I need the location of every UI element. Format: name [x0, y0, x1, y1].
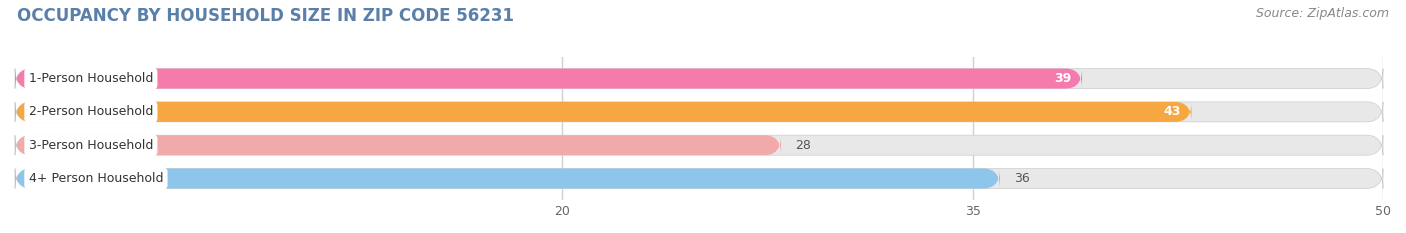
- Text: OCCUPANCY BY HOUSEHOLD SIZE IN ZIP CODE 56231: OCCUPANCY BY HOUSEHOLD SIZE IN ZIP CODE …: [17, 7, 513, 25]
- FancyBboxPatch shape: [15, 69, 1384, 89]
- Text: 1-Person Household: 1-Person Household: [28, 72, 153, 85]
- Text: 4+ Person Household: 4+ Person Household: [28, 172, 163, 185]
- FancyBboxPatch shape: [15, 135, 782, 155]
- FancyBboxPatch shape: [15, 69, 1083, 89]
- Text: 2-Person Household: 2-Person Household: [28, 105, 153, 118]
- FancyBboxPatch shape: [15, 168, 1384, 188]
- FancyBboxPatch shape: [15, 168, 1000, 188]
- Text: 28: 28: [794, 139, 811, 152]
- Text: 39: 39: [1054, 72, 1071, 85]
- Text: Source: ZipAtlas.com: Source: ZipAtlas.com: [1256, 7, 1389, 20]
- Text: 36: 36: [1014, 172, 1029, 185]
- Text: 43: 43: [1163, 105, 1181, 118]
- FancyBboxPatch shape: [15, 135, 1384, 155]
- FancyBboxPatch shape: [15, 102, 1384, 122]
- FancyBboxPatch shape: [15, 102, 1191, 122]
- Text: 3-Person Household: 3-Person Household: [28, 139, 153, 152]
